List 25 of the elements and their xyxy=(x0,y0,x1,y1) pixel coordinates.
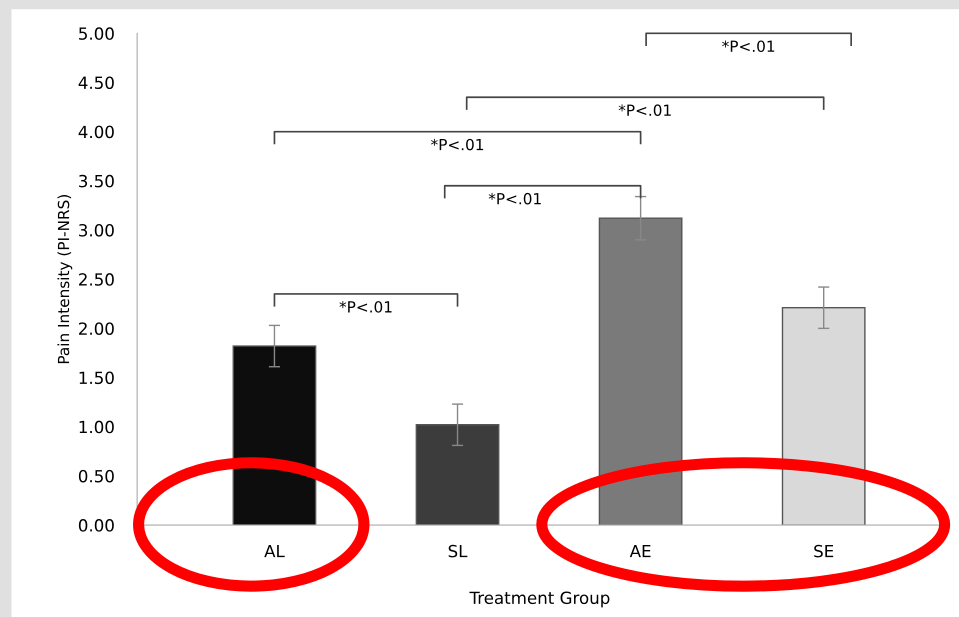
annotation: *P<.01 xyxy=(339,301,392,313)
annotation: *P<.01 xyxy=(722,40,774,52)
bar xyxy=(782,307,866,526)
y-tick-label: 1.50 xyxy=(80,372,114,384)
bar xyxy=(416,424,500,526)
y-tick-label: 5.00 xyxy=(79,27,114,40)
y-tick-label: 1.00 xyxy=(80,420,114,434)
y-tick-label: 0.50 xyxy=(78,470,114,482)
y-tick-label: 3.50 xyxy=(79,174,114,188)
annotation: *P<.01 xyxy=(431,138,484,150)
bar xyxy=(598,218,682,526)
x-tick-label: AE xyxy=(630,545,651,558)
y-tick-label: 4.50 xyxy=(78,76,114,90)
annotation: *P<.01 xyxy=(488,192,541,204)
y-tick-label: 3.00 xyxy=(79,224,114,237)
y-tick-label: 2.00 xyxy=(79,322,114,335)
x-tick-label: SE xyxy=(814,544,834,558)
x-tick-label: SL xyxy=(448,544,468,558)
x-axis-title: Treatment Group xyxy=(469,591,610,608)
y-tick-label: 4.00 xyxy=(78,126,114,138)
y-tick-label: 2.50 xyxy=(79,273,114,286)
y-tick-label: 0.00 xyxy=(78,519,114,532)
x-tick-label: AL xyxy=(264,545,285,558)
y-axis-title: Pain Intensity (PI-NRS) xyxy=(57,195,72,364)
annotation: *P<.01 xyxy=(618,104,671,116)
